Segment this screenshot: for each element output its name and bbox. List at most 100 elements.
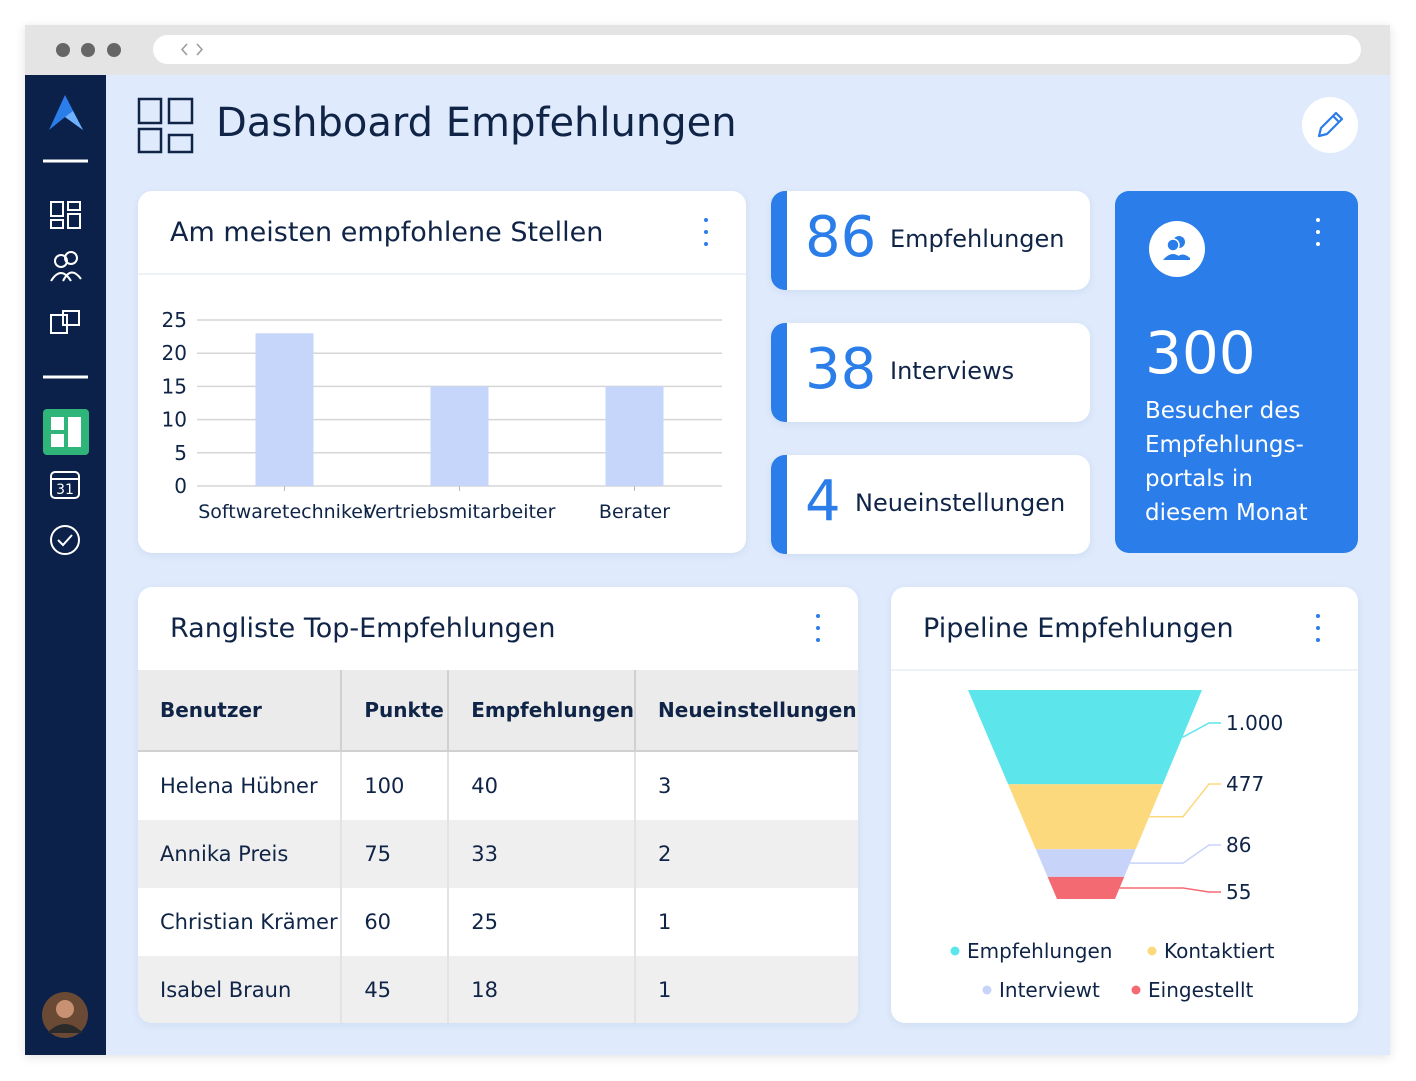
visitors-label: Besucher des Empfehlungs-portals in diesem… [1145,394,1308,530]
leader-line [1129,844,1221,864]
browser-controls [56,43,121,57]
column-header: Benutzer [138,670,343,752]
column-header: Empfehlungen [448,670,637,752]
y-tick-label: 25 [162,308,187,332]
leader-line [1119,887,1221,893]
table-row: Helena Hübner 100 40 3 [138,751,858,820]
value-label: 477 [1226,772,1264,796]
stat-label: Interviews [890,357,1015,385]
dashboard-icon [137,97,194,154]
leader-line [1182,722,1221,738]
bar-chart: 0 5 10 15 20 25 SoftwaretechnikerVertriebsmita… [162,308,722,523]
table-cell: 18 [448,956,637,1023]
y-tick-label: 0 [174,474,187,498]
sidebar-icons: 31 [42,95,89,1038]
card-title: Pipeline Empfehlungen [923,613,1234,644]
card-title: Am meisten empfohlene Stellen [170,217,604,248]
table-card: Rangliste Top-Empfehlungen Benutzer Punkt… [138,587,858,1023]
value-label: 55 [1226,880,1251,904]
edit-button[interactable] [1302,97,1358,153]
legend-label: Kontaktiert [1164,939,1275,963]
stat-card: 38 Interviews [771,323,1090,422]
table-row: Isabel Braun 45 18 1 [138,956,858,1023]
leader-line [1149,783,1221,818]
table-cell: 2 [635,820,858,888]
table-cell: 60 [341,888,450,956]
card-title: Rangliste Top-Empfehlungen [170,613,556,644]
table-cell: 33 [448,820,637,888]
funnel-segment [968,690,1202,785]
visitors-label-line: Empfehlungs- [1145,432,1304,458]
table-cell: Helena Hübner [138,751,343,820]
table-cell: 40 [448,751,637,820]
sidebar: 31 [25,75,106,1055]
table-cell: 3 [658,774,672,798]
menu-button[interactable] [1316,614,1320,650]
bar-chart-card: Am meisten empfohlene Stellen 0 5 10 15 20 25… [138,191,746,553]
table-cell: 1 [658,910,672,934]
y-tick-label: 20 [162,341,187,365]
legend-marker [982,985,992,995]
visitors-label-line: portals in [1145,466,1253,492]
funnel-segment [1008,784,1163,850]
value-label: 86 [1226,833,1251,857]
edit-icon [1317,111,1344,138]
table-row: Christian Krämer 60 25 1 [138,888,858,956]
table-cell: Isabel Braun [138,956,343,1023]
legend-label: Eingestellt [1148,978,1254,1002]
visitors-label-line: Besucher des [1145,398,1301,424]
bar [605,386,664,486]
menu-button[interactable] [1316,218,1320,254]
url-bar[interactable] [153,35,1361,64]
table-cell: 1 [635,956,858,1023]
menu-button[interactable] [704,218,708,254]
funnel-chart: 1.000 477 86 55 Empfehlungen Kontaktiert Inter… [950,690,1283,1002]
users-icon [1149,221,1205,277]
bar [255,333,314,486]
x-tick-label: Vertriebsmitarbeiter [364,501,556,523]
y-tick-label: 5 [174,441,187,465]
page-title: Dashboard Empfehlungen [216,100,737,146]
bar [430,386,489,486]
value-label: 1.000 [1226,711,1283,735]
table-row: Annika Preis 75 33 2 [138,820,858,888]
legend-marker [1131,985,1141,995]
stat-card: 86 Empfehlungen [771,191,1090,290]
visitors-value: 300 [1145,319,1256,387]
legend-label: Empfehlungen [967,939,1112,963]
divider [138,273,746,275]
header-row: Benutzer Punkte Empfehlungen Neueinstellung… [138,670,858,752]
funnel-segment [1047,876,1125,899]
legend-marker [950,946,960,956]
y-tick-label: 10 [162,408,187,432]
menu-button[interactable] [816,614,820,650]
table-cell: 45 [341,956,450,1023]
stat-value: 38 [805,337,877,402]
legend-label: Interviewt [999,978,1100,1002]
column-header: Punkte [341,670,450,752]
table-cell: 25 [448,888,637,956]
nav-arrows[interactable] [153,35,213,64]
x-tick-label: Berater [599,501,670,523]
stat-card: 4 Neueinstellungen [771,455,1090,554]
visitors-card: 300 Besucher des Empfehlungs-portals in di… [1115,191,1358,553]
stat-label: Neueinstellungen [855,489,1066,517]
column-header: Neueinstellungen [635,670,858,752]
visitors-label-line: diesem Monat [1145,500,1308,526]
stat-label: Empfehlungen [890,225,1065,253]
stat-value: 86 [805,205,877,270]
stat-value: 4 [805,469,841,534]
table-cell: Annika Preis [138,820,343,888]
legend-marker [1147,946,1157,956]
divider [891,669,1358,671]
svg-text:31: 31 [56,482,74,498]
table-cell: Christian Krämer [138,888,343,956]
funnel-segment [1035,849,1136,877]
funnel-card: Pipeline Empfehlungen 1.000 477 86 55 Empfeh… [891,587,1358,1023]
table-cell: 100 [341,751,450,820]
table-cell: 75 [341,820,450,888]
y-tick-label: 15 [162,374,187,398]
x-tick-label: Softwaretechniker [198,501,371,523]
ranking-table: Benutzer Punkte Empfehlungen Neueinstellung… [138,670,858,1023]
